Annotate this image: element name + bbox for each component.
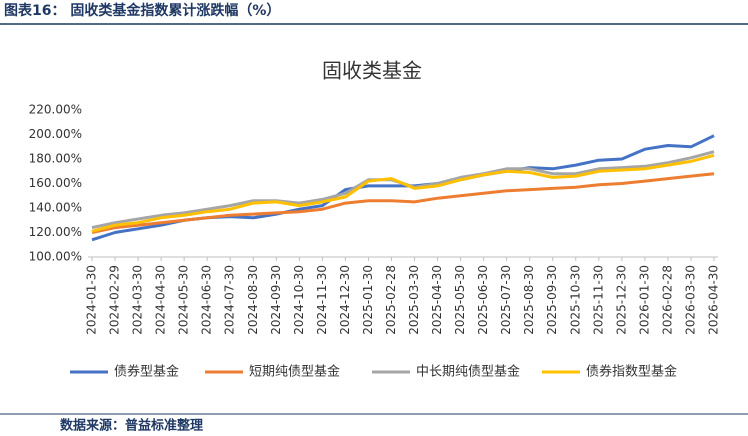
x-tick-label: 2024-07-30: [223, 265, 237, 335]
x-tick-label: 2024-12-30: [338, 265, 352, 335]
series-line: [91, 153, 715, 233]
y-tick-label: 200.00%: [29, 127, 82, 141]
x-tick-label: 2025-06-30: [476, 265, 490, 335]
x-tick-label: 2025-05-30: [453, 265, 467, 335]
x-tick-label: 2025-11-30: [591, 265, 605, 335]
legend-label: 债券指数型基金: [586, 364, 677, 380]
x-tick-label: 2024-01-30: [85, 265, 99, 335]
x-tick-label: 2026-03-30: [683, 265, 697, 335]
x-tick-label: 2025-04-30: [430, 265, 444, 335]
x-tick-label: 2025-02-28: [384, 265, 398, 335]
y-tick-label: 140.00%: [29, 201, 82, 215]
x-tick-label: 2024-09-30: [269, 265, 283, 335]
x-tick-label: 2026-02-28: [660, 265, 674, 335]
x-tick-label: 2026-04-30: [707, 265, 721, 335]
series-line: [91, 134, 715, 242]
x-tick-label: 2024-08-30: [246, 265, 260, 335]
x-tick-label: 2024-02-29: [108, 265, 122, 335]
source-note: 数据来源：普益标准整理: [60, 418, 203, 434]
x-tick-label: 2024-03-30: [131, 265, 145, 335]
chart-title: 固收类基金: [322, 59, 422, 83]
x-tick-label: 2024-11-30: [315, 265, 329, 335]
legend-label: 债券型基金: [114, 364, 179, 380]
x-tick-label: 2025-07-30: [499, 265, 513, 335]
x-tick-label: 2025-01-30: [361, 265, 375, 335]
legend-label: 短期纯债型基金: [249, 364, 340, 380]
x-tick-label: 2025-12-30: [614, 265, 628, 335]
x-tick-label: 2026-01-30: [637, 265, 651, 335]
figure-header: 图表16： 固收类基金指数累计涨跌幅（%）: [4, 2, 280, 19]
x-tick-label: 2024-10-30: [292, 265, 306, 335]
y-tick-label: 160.00%: [29, 176, 82, 190]
x-tick-label: 2024-05-30: [177, 265, 191, 335]
x-tick-label: 2024-06-30: [200, 265, 214, 335]
legend-label: 中长期纯债型基金: [416, 364, 520, 380]
x-tick-label: 2025-10-30: [568, 265, 582, 335]
x-tick-label: 2025-03-30: [407, 265, 421, 335]
series-line: [91, 172, 715, 234]
y-tick-label: 120.00%: [29, 225, 82, 239]
x-tick-label: 2025-09-30: [545, 265, 559, 335]
y-tick-label: 180.00%: [29, 152, 82, 166]
y-tick-label: 220.00%: [29, 103, 82, 117]
x-tick-label: 2025-08-30: [522, 265, 536, 335]
y-tick-label: 100.00%: [29, 250, 82, 264]
x-tick-label: 2024-04-30: [154, 265, 168, 335]
